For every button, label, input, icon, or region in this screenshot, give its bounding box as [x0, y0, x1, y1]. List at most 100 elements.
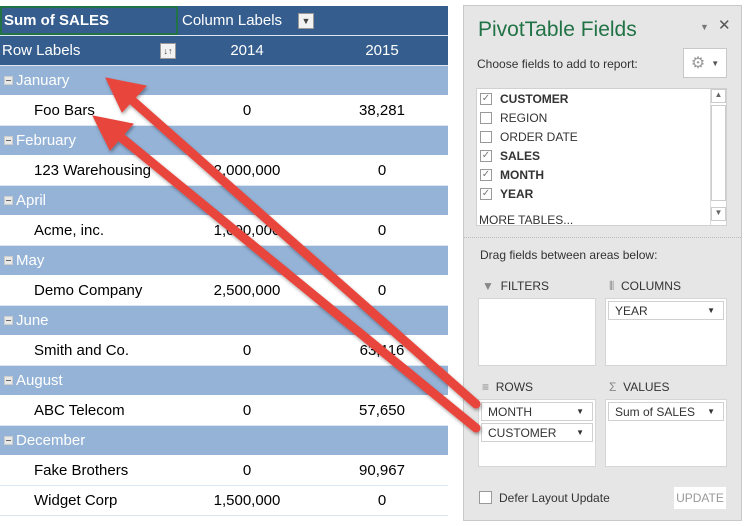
- value-2015: 38,281: [359, 102, 405, 119]
- checked-checkbox-icon[interactable]: ✓: [480, 92, 492, 105]
- month-label: April: [16, 192, 47, 209]
- customer-row: Fake Brothers 0 90,967: [0, 456, 448, 486]
- field-list: ✓ CUSTOMER REGION ORDER DATE ✓ SALES ✓ MONTH ✓ YE…: [476, 88, 727, 227]
- value-2014: 2,000,000: [213, 162, 281, 179]
- rows-icon: ≡: [482, 380, 490, 394]
- close-icon[interactable]: ✕: [718, 17, 731, 34]
- month-row: April: [0, 186, 448, 216]
- month-row: May: [0, 246, 448, 276]
- collapse-icon[interactable]: [4, 196, 13, 205]
- month-row: December: [0, 426, 448, 456]
- collapse-icon[interactable]: [4, 256, 13, 265]
- filters-area-label: ▼ FILTERS: [482, 279, 550, 293]
- year-header: 2014: [230, 42, 264, 59]
- checkbox-icon[interactable]: [480, 111, 492, 124]
- value-2014: 2,500,000: [213, 282, 281, 299]
- values-area-label: Σ VALUES: [609, 380, 670, 394]
- month-label: February: [16, 132, 77, 149]
- filter-icon: ▼: [482, 279, 494, 293]
- pivottable-fields-pane: PivotTable Fields ▼ ✕ Choose fields to a…: [463, 5, 742, 521]
- field-item[interactable]: ORDER DATE: [477, 127, 726, 146]
- customer-label: Acme, inc.: [34, 222, 105, 239]
- field-item[interactable]: ✓ YEAR: [480, 186, 534, 201]
- columns-field-year[interactable]: YEAR ▼: [608, 301, 724, 320]
- value-2014: 1,500,000: [213, 492, 281, 509]
- collapse-icon[interactable]: [4, 76, 13, 85]
- values-area[interactable]: Sum of SALES ▼: [605, 399, 727, 467]
- customer-label: Fake Brothers: [34, 462, 129, 479]
- value-2015: 90,967: [359, 462, 405, 479]
- month-row: January: [0, 66, 448, 96]
- customer-row: Foo Bars 0 38,281: [0, 96, 448, 126]
- update-button[interactable]: UPDATE: [674, 487, 726, 509]
- pane-title: PivotTable Fields: [478, 18, 637, 41]
- customer-row: Acme, inc. 1,000,000 0: [0, 216, 448, 246]
- column-filter-dropdown-icon[interactable]: ▼: [298, 13, 314, 29]
- dropdown-icon: ▼: [707, 306, 715, 315]
- row-labels-cell[interactable]: Row Labels ↓↑: [0, 36, 178, 65]
- checkbox-icon[interactable]: [480, 130, 492, 143]
- divider: [464, 237, 741, 238]
- defer-layout-label: Defer Layout Update: [499, 491, 610, 505]
- field-item[interactable]: ✓ MONTH: [480, 167, 544, 182]
- rows-field-month[interactable]: MONTH ▼: [481, 402, 593, 421]
- collapse-icon[interactable]: [4, 316, 13, 325]
- scroll-thumb[interactable]: [711, 105, 726, 201]
- drag-fields-label: Drag fields between areas below:: [480, 248, 658, 262]
- column-labels-text: Column Labels: [182, 12, 283, 29]
- columns-area-label: ⦀ COLUMNS: [609, 279, 681, 293]
- rows-area-label: ≡ ROWS: [482, 380, 534, 394]
- sum-of-sales-cell[interactable]: Sum of SALES: [0, 6, 178, 35]
- column-labels-cell[interactable]: Column Labels ▼: [178, 6, 448, 35]
- customer-label: ABC Telecom: [34, 402, 125, 419]
- value-2015: 0: [377, 282, 387, 299]
- tools-gear-button[interactable]: ⚙ ▼: [683, 48, 727, 78]
- customer-label: Widget Corp: [34, 492, 118, 509]
- field-item[interactable]: ✓ SALES: [480, 148, 541, 163]
- rows-field-customer[interactable]: CUSTOMER ▼: [481, 423, 593, 442]
- chevron-down-icon: ▼: [711, 58, 720, 68]
- month-row: June: [0, 306, 448, 336]
- dropdown-icon: ▼: [576, 407, 584, 416]
- values-field-sum-of-sales[interactable]: Sum of SALES ▼: [608, 402, 724, 421]
- defer-layout-checkbox[interactable]: [479, 491, 492, 504]
- month-label: May: [16, 252, 45, 269]
- field-item[interactable]: REGION: [477, 108, 726, 127]
- pane-options-dropdown-icon[interactable]: ▼: [700, 22, 709, 32]
- checked-checkbox-icon[interactable]: ✓: [480, 149, 492, 162]
- value-2014: 0: [242, 402, 252, 419]
- scroll-up-icon[interactable]: ▲: [711, 89, 726, 103]
- more-tables-link[interactable]: MORE TABLES...: [479, 213, 574, 227]
- checked-checkbox-icon[interactable]: ✓: [480, 187, 492, 200]
- month-label: January: [16, 72, 70, 89]
- value-2015: 0: [377, 222, 387, 239]
- dropdown-icon: ▼: [707, 407, 715, 416]
- value-2014: 0: [242, 102, 252, 119]
- month-label: June: [16, 312, 49, 329]
- year-header: 2015: [365, 42, 399, 59]
- collapse-icon[interactable]: [4, 436, 13, 445]
- columns-area[interactable]: YEAR ▼: [605, 298, 727, 366]
- scroll-down-icon[interactable]: ▼: [711, 207, 726, 221]
- value-2015: 0: [377, 162, 387, 179]
- value-2014: 1,000,000: [213, 222, 281, 239]
- customer-row: 123 Warehousing 2,000,000 0: [0, 156, 448, 186]
- value-2014: 0: [242, 342, 252, 359]
- collapse-icon[interactable]: [4, 376, 13, 385]
- checked-checkbox-icon[interactable]: ✓: [480, 168, 492, 181]
- customer-label: Smith and Co.: [34, 342, 130, 359]
- customer-label: Foo Bars: [34, 102, 95, 119]
- customer-row: Widget Corp 1,500,000 0: [0, 486, 448, 516]
- customer-label: Demo Company: [34, 282, 143, 299]
- customer-row: Smith and Co. 0 63,116: [0, 336, 448, 366]
- field-item[interactable]: ✓ CUSTOMER: [480, 91, 569, 106]
- filters-area[interactable]: [478, 298, 596, 366]
- field-list-scrollbar[interactable]: ▲ ▼: [710, 89, 726, 225]
- rows-area[interactable]: MONTH ▼ CUSTOMER ▼: [478, 399, 596, 467]
- pivot-header-row-2: Row Labels ↓↑ 2014 2015: [0, 36, 448, 66]
- month-row: February: [0, 126, 448, 156]
- gear-icon: ⚙: [690, 55, 706, 72]
- value-2015: 63,116: [359, 342, 405, 359]
- collapse-icon[interactable]: [4, 136, 13, 145]
- row-sort-filter-icon[interactable]: ↓↑: [160, 43, 176, 59]
